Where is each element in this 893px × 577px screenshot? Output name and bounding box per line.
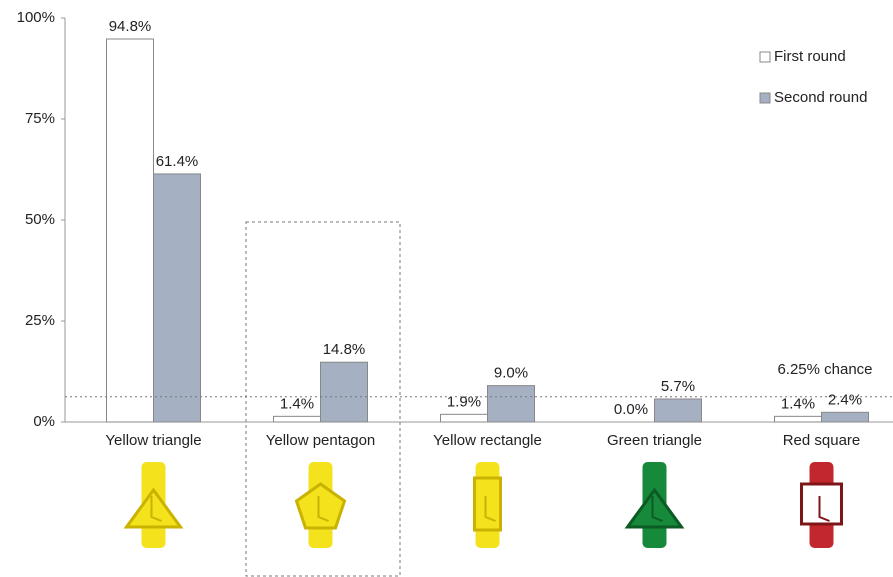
bar [106,38,154,423]
value-label: 1.9% [447,393,481,410]
watch-hands [484,496,496,522]
y-tick-label: 0% [33,413,55,430]
legend-swatch [759,92,771,104]
value-label: 5.7% [661,378,695,395]
watch-hands [651,496,663,522]
y-tick-label: 100% [17,9,55,26]
x-tick-label: Yellow triangle [105,432,201,449]
value-label: 14.8% [323,341,366,358]
value-label: 1.4% [781,395,815,412]
bar [273,415,321,423]
value-label: 9.0% [494,365,528,382]
x-tick-label: Yellow pentagon [266,432,376,449]
watch-face [294,482,347,530]
x-tick-label: Red square [783,432,861,449]
legend-swatch [759,51,771,63]
legend-label: Second round [774,89,867,106]
chance-annotation: 6.25% chance [777,361,872,378]
y-tick-label: 75% [25,110,55,127]
bar [774,415,822,423]
watch-hands [818,496,830,522]
y-tick-label: 50% [25,211,55,228]
bar [487,385,535,423]
value-label: 2.4% [828,391,862,408]
highlight-box [245,221,401,577]
watch-face [473,476,502,532]
watch-face [624,487,685,529]
value-label: 94.8% [109,18,152,35]
value-label: 1.4% [280,395,314,412]
watch-hands [317,496,329,522]
x-tick-label: Green triangle [607,432,702,449]
watch-face [123,487,184,529]
legend-label: First round [774,48,846,65]
bar [821,411,869,423]
bar [654,398,702,423]
bar [440,413,488,423]
watch-face [800,482,843,526]
x-tick-label: Yellow rectangle [433,432,542,449]
value-label: 61.4% [156,153,199,170]
bar [320,361,368,423]
value-label: 0.0% [614,401,648,418]
bar [153,173,201,423]
y-tick-label: 25% [25,312,55,329]
watch-hands [150,496,162,522]
